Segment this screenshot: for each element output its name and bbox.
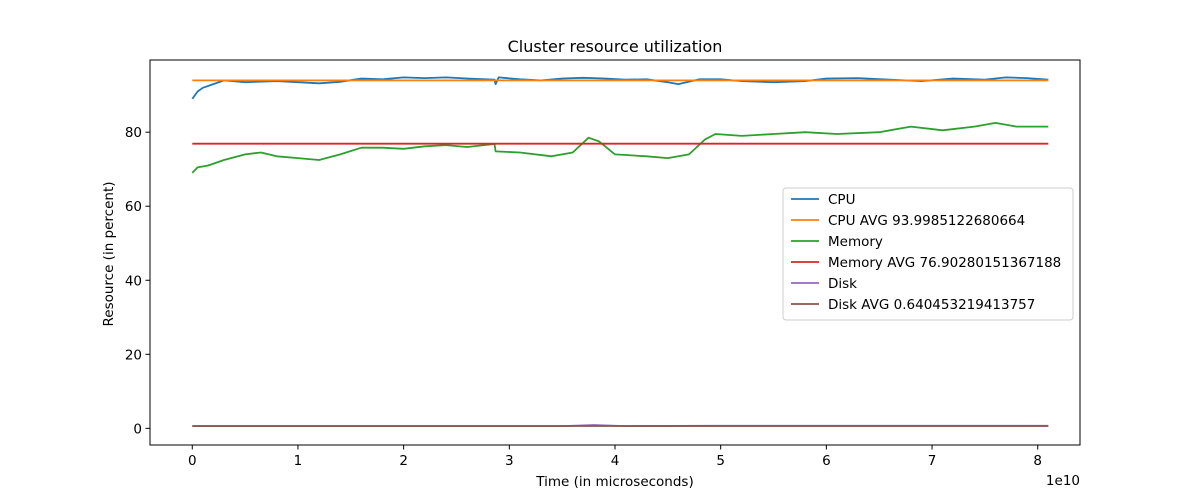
x-tick-label: 7	[928, 453, 937, 469]
series-line-0	[191, 76, 1049, 100]
x-axis-offset-label: 1e10	[1046, 473, 1080, 489]
y-axis-label: Resource (in percent)	[101, 181, 117, 326]
legend: CPU CPU AVG 93.9985122680664 Memory Memory …	[782, 187, 1074, 321]
chart-title: Cluster resource utilization	[508, 37, 723, 56]
x-tick-label: 6	[822, 453, 831, 469]
legend-entry: Memory	[828, 234, 883, 250]
y-tick-label: 0	[133, 421, 142, 437]
legend-entry: Memory AVG 76.90280151367188	[828, 255, 1061, 271]
x-tick-label: 2	[399, 453, 408, 469]
x-tick-label: 5	[716, 453, 725, 469]
legend-box	[782, 187, 1074, 321]
y-tick-label: 20	[125, 347, 142, 363]
x-tick-label: 0	[188, 453, 197, 469]
legend-entry: CPU	[828, 192, 855, 208]
legend-entry: Disk AVG 0.640453219413757	[828, 297, 1035, 313]
series-line-2	[191, 122, 1049, 174]
x-axis-label: Time (in microseconds)	[535, 474, 693, 490]
legend-entry: CPU AVG 93.9985122680664	[828, 213, 1025, 229]
x-tick-label: 1	[294, 453, 303, 469]
y-tick-label: 40	[125, 273, 142, 289]
y-tick-label: 60	[125, 199, 142, 215]
x-tick-label: 8	[1033, 453, 1042, 469]
legend-entry: Disk	[828, 276, 857, 292]
y-tick-label: 80	[125, 125, 142, 141]
x-tick-label: 3	[505, 453, 514, 469]
x-tick-label: 4	[611, 453, 620, 469]
